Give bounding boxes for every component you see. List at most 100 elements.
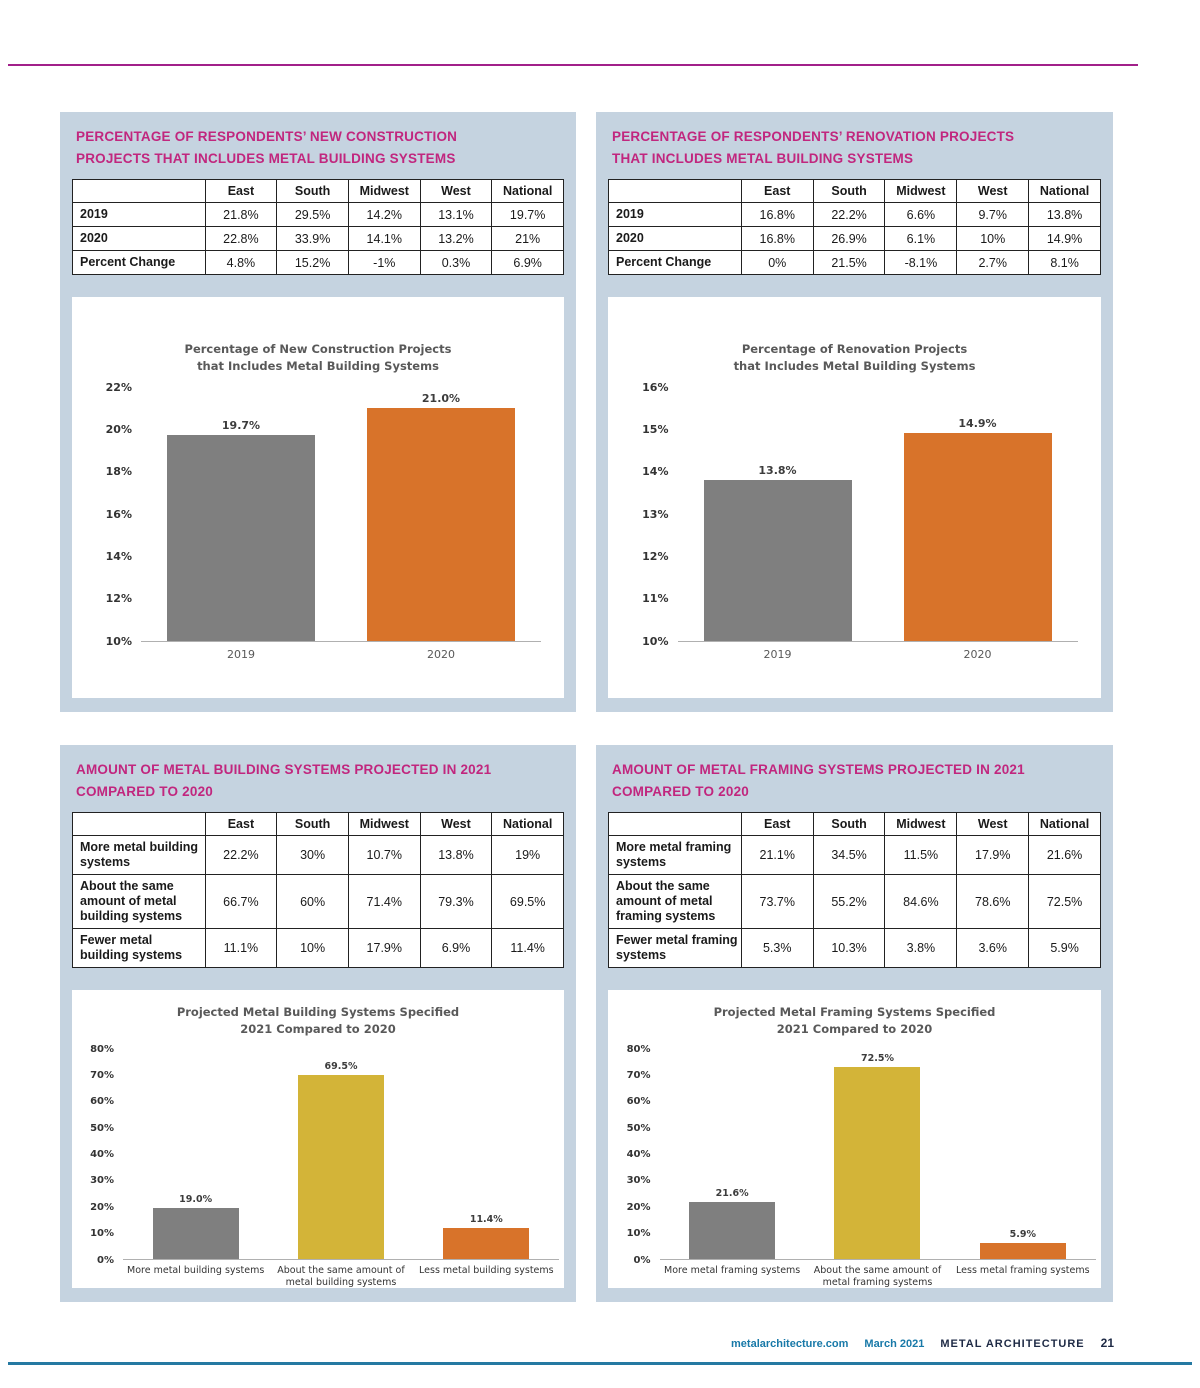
bar-value-label: 19.0% [179,1194,213,1206]
table-cell: 9.7% [956,202,1030,228]
table-cell: 6.1% [884,226,958,252]
bar-value-label: 21.0% [421,391,461,405]
table-cell: 15.2% [276,250,349,276]
row-label: Fewer metal framing systems [608,928,742,969]
bar-group: 13.8% [678,464,878,641]
bar-chart-renovation: Percentage of Renovation Projects that I… [608,297,1101,698]
table-row: More metal building systems 22.2% 30% 10.7%… [72,835,564,876]
table-corner-cell [72,812,206,837]
y-tick-label: 15% [642,422,669,436]
x-axis: 2019 2020 [141,642,541,662]
panel-renovation-projects: PERCENTAGE OF RESPONDENTS’ RENOVATION PR… [596,112,1113,712]
row-label: 2019 [608,202,742,228]
bar [903,433,1052,641]
table-cell: 13.8% [1028,202,1101,228]
table-cell: 10% [276,928,349,969]
column-header: Midwest [884,179,958,204]
x-axis: More metal building systems About the sam… [123,1260,559,1288]
header-rule [8,64,1138,66]
bar-group: 14.9% [878,417,1078,641]
y-tick-label: 40% [90,1149,114,1161]
table-row: Fewer metal building systems 11.1% 10% 17.9… [72,928,564,969]
table-cell: -1% [347,250,421,276]
y-tick-label: 80% [626,1043,651,1055]
panel-title: AMOUNT OF METAL FRAMING SYSTEMS PROJECTE… [612,759,1099,802]
x-tick-label: Less metal framing systems [956,1264,1090,1276]
column-header: West [419,812,493,837]
y-tick-label: 20% [105,422,132,436]
footer-publication: METAL ARCHITECTURE [940,1338,1085,1350]
bar-group: 11.4% [414,1214,559,1259]
bar-chart-building-systems-projection: Projected Metal Building Systems Specifi… [72,990,564,1288]
table-cell: 22.8% [204,226,278,252]
table-cell: 3.6% [956,928,1030,969]
plot-area: 21.6% 72.5% 5.9% [659,1048,1096,1260]
panel-title-line: PROJECTS THAT INCLUDES METAL BUILDING SY… [76,150,456,166]
panel-metal-framing-systems-2021: AMOUNT OF METAL FRAMING SYSTEMS PROJECTE… [596,745,1113,1302]
chart-title: Percentage of Renovation Projects that I… [733,342,976,373]
table-cell: 2.7% [956,250,1030,276]
bar [703,479,852,641]
bar [689,1201,776,1259]
bar [979,1242,1066,1259]
table-cell: 34.5% [812,835,886,876]
bar-group: 72.5% [805,1053,950,1259]
x-axis: 2019 2020 [678,642,1078,662]
table-cell: 26.9% [812,226,886,252]
table-cell: 19.7% [491,202,564,228]
panel-title-line: COMPARED TO 2020 [612,783,749,799]
column-header: South [276,179,349,204]
y-tick-label: 12% [642,549,669,563]
table-header-row: East South Midwest West National [608,812,1101,837]
y-axis: 0% 10% 20% 30% 40% 50% 60% 70% 80% [614,1044,660,1266]
bar-value-label: 19.7% [221,419,261,433]
y-tick-label: 10% [90,1228,114,1240]
panel-metal-building-systems-2021: AMOUNT OF METAL BUILDING SYSTEMS PROJECT… [60,745,576,1302]
y-tick-label: 40% [626,1149,651,1161]
panel-title: PERCENTAGE OF RESPONDENTS’ NEW CONSTRUCT… [76,126,562,169]
table-cell: 14.2% [347,202,421,228]
plot-area: 19.7% 21.0% [141,387,541,642]
table-cell: 21.5% [812,250,886,276]
footer-rule [8,1362,1192,1365]
bar-value-label: 11.4% [469,1214,503,1226]
regional-data-table: East South Midwest West National More metal f… [608,812,1101,969]
y-tick-label: 14% [105,549,132,563]
row-label: 2020 [608,226,742,252]
y-tick-label: 80% [90,1043,114,1055]
y-tick-label: 20% [90,1201,114,1213]
column-header: South [812,179,886,204]
bar-group: 5.9% [950,1229,1095,1259]
table-cell: 55.2% [812,874,886,930]
chart-title: Projected Metal Building Systems Specifi… [176,1005,460,1036]
y-tick-label: 11% [642,592,669,606]
y-tick-label: 70% [626,1069,651,1081]
table-cell: 13.2% [419,226,493,252]
column-header: Midwest [347,812,421,837]
table-cell: 11.1% [204,928,278,969]
chart-inner: 10% 11% 12% 13% 14% 15% 16% 13.8% 14.9% 2019 2020 [632,375,1078,662]
column-header: West [956,179,1030,204]
panel-title: PERCENTAGE OF RESPONDENTS’ RENOVATION PR… [612,126,1099,169]
table-row: Percent Change 4.8% 15.2% -1% 0.3% 6.9% [72,250,564,276]
bar-value-label: 69.5% [324,1061,358,1073]
y-tick-label: 18% [105,465,132,479]
bar-chart-new-construction: Percentage of New Construction Projects … [72,297,564,698]
column-header: East [204,812,278,837]
y-axis: 0% 10% 20% 30% 40% 50% 60% 70% 80% [77,1044,123,1266]
y-tick-label: 10% [626,1228,651,1240]
table-cell: 17.9% [956,835,1030,876]
y-tick-label: 13% [642,507,669,521]
table-cell: 22.2% [812,202,886,228]
panel-title-line: AMOUNT OF METAL BUILDING SYSTEMS PROJECT… [76,762,492,777]
table-cell: 6.6% [884,202,958,228]
column-header: National [491,812,564,837]
table-cell: 22.2% [204,835,278,876]
table-row: 2020 16.8% 26.9% 6.1% 10% 14.9% [608,226,1101,252]
table-cell: 13.8% [419,835,493,876]
column-header: National [1028,812,1101,837]
table-cell: 14.9% [1028,226,1101,252]
x-axis: More metal framing systems About the same… [660,1260,1096,1288]
column-header: South [276,812,349,837]
x-tick-label: About the same amount of metal building … [277,1264,405,1288]
